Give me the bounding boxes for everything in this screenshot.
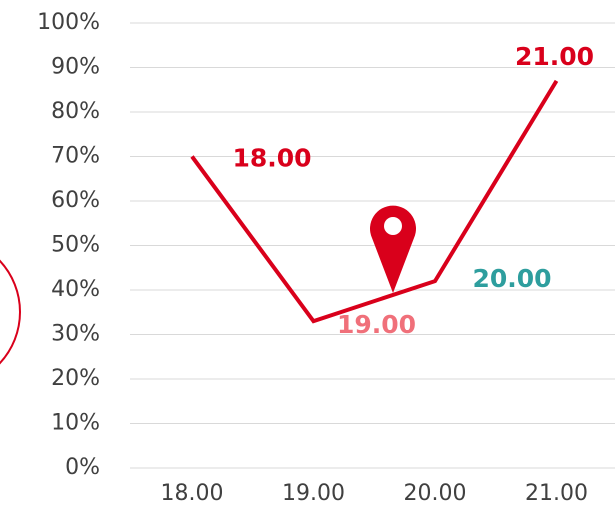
y-tick-label: 80% — [51, 99, 100, 124]
y-tick-label: 100% — [37, 10, 100, 35]
data-label: 20.00 — [472, 264, 551, 293]
y-tick-label: 20% — [51, 366, 100, 391]
y-tick-label: 30% — [51, 322, 100, 347]
data-label: 18.00 — [232, 144, 311, 173]
y-tick-label: 50% — [51, 233, 100, 258]
data-label: 19.00 — [337, 310, 416, 339]
x-tick-label: 21.00 — [525, 481, 588, 506]
line — [190, 79, 559, 324]
x-tick-label: 20.00 — [404, 481, 467, 506]
decor-circle — [0, 259, 21, 365]
map-pin-hole — [384, 217, 402, 235]
y-tick-label: 70% — [51, 144, 100, 169]
map-pin — [369, 205, 416, 293]
x-tick-label: 18.00 — [161, 481, 224, 506]
y-tick-label: 90% — [51, 55, 100, 80]
x-tick-label: 19.00 — [282, 481, 345, 506]
y-tick-label: 60% — [51, 188, 100, 213]
y-tick-label: 10% — [51, 411, 100, 436]
data-label: 21.00 — [515, 42, 594, 71]
y-tick-label: 40% — [51, 277, 100, 302]
y-tick-label: 0% — [65, 455, 100, 480]
